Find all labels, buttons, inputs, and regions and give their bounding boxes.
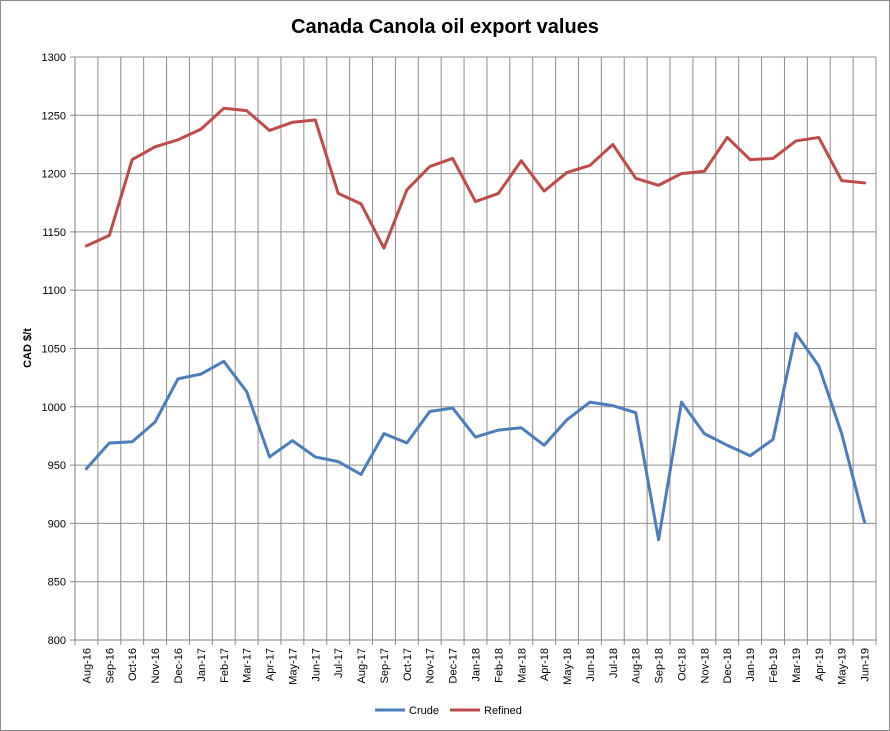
legend: Crude Refined <box>375 705 522 717</box>
y-tick-label: 1050 <box>42 344 66 356</box>
y-tick-label: 1300 <box>42 52 66 64</box>
x-tick-label: Oct-16 <box>127 648 139 681</box>
x-tick-label: Dec-16 <box>173 648 185 683</box>
x-tick-label: Apr-19 <box>814 648 826 681</box>
x-tick-label: Jun-18 <box>585 648 597 682</box>
x-tick-label: Nov-17 <box>425 648 437 683</box>
x-tick-label: Aug-16 <box>81 648 93 683</box>
x-tick-label: Mar-18 <box>516 648 528 683</box>
legend-label-refined: Refined <box>484 705 522 717</box>
x-tick-label: Mar-19 <box>791 648 803 683</box>
y-tick-label: 1150 <box>42 227 66 239</box>
x-tick-label: Apr-18 <box>539 648 551 681</box>
x-tick-label: Jul-17 <box>333 648 345 678</box>
y-tick-label: 950 <box>48 460 66 472</box>
x-tick-label: Oct-17 <box>402 648 414 681</box>
axes: 800 850 900 950 1000 1050 1100 1150 1200 1250 1300… <box>42 52 876 685</box>
x-tick-label: Oct-18 <box>676 648 688 681</box>
chart-title: Canada Canola oil export values <box>291 16 599 38</box>
x-tick-label: Jun-17 <box>310 648 322 682</box>
grid <box>74 56 877 645</box>
x-tick-label: May-18 <box>562 648 574 685</box>
series-line-crude <box>84 331 867 542</box>
y-tick-label: 1200 <box>42 169 66 181</box>
legend-label-crude: Crude <box>409 705 439 717</box>
x-tick-label: Sep-17 <box>379 648 391 683</box>
x-tick-label: Apr-17 <box>265 648 277 681</box>
x-tick-label: Jan-19 <box>745 648 757 682</box>
x-tick-label: Dec-17 <box>448 648 460 683</box>
y-tick-label: 850 <box>48 577 66 589</box>
y-tick-label: 1000 <box>42 402 66 414</box>
x-tick-label: Sep-16 <box>104 648 116 683</box>
series-line-refined <box>84 106 867 250</box>
x-tick-label: Nov-18 <box>699 648 711 683</box>
y-tick-label: 1250 <box>42 110 66 122</box>
x-tick-label: May-17 <box>287 648 299 685</box>
y-axis-label: CAD $/t <box>22 328 34 368</box>
x-tick-label: Aug-18 <box>631 648 643 683</box>
x-tick-label: Dec-18 <box>722 648 734 683</box>
y-tick-label: 900 <box>48 518 66 530</box>
x-tick-label: Feb-18 <box>493 648 505 683</box>
x-tick-label: Jan-18 <box>471 648 483 682</box>
x-tick-label: Feb-17 <box>219 648 231 683</box>
x-tick-label: Jun-19 <box>860 648 872 682</box>
x-tick-label: Feb-19 <box>768 648 780 683</box>
y-tick-label: 1100 <box>42 285 66 297</box>
x-tick-label: Mar-17 <box>242 648 254 683</box>
x-tick-label: Jan-17 <box>196 648 208 682</box>
x-tick-label: Nov-16 <box>150 648 162 683</box>
x-tick-label: Sep-18 <box>654 648 666 683</box>
x-tick-label: Aug-17 <box>356 648 368 683</box>
x-tick-label: Jul-18 <box>608 648 620 678</box>
x-tick-label: May-19 <box>837 648 849 685</box>
y-tick-label: 800 <box>48 635 66 647</box>
series-lines <box>84 106 867 542</box>
